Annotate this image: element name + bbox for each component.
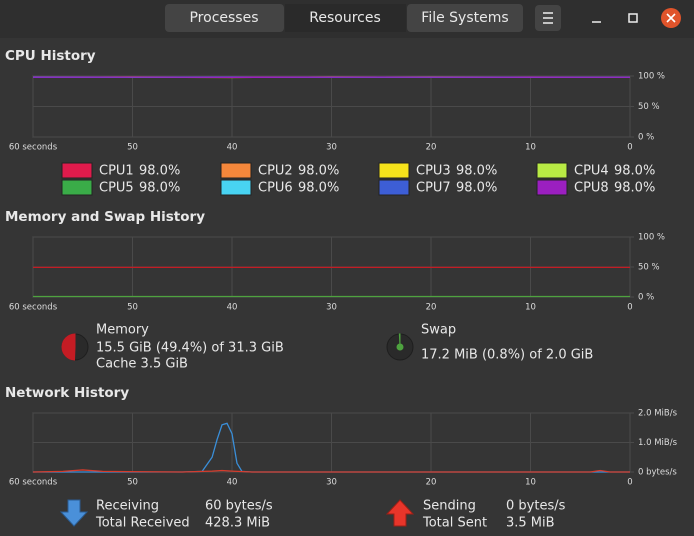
y-tick-label: 100 % bbox=[638, 72, 665, 82]
tab-label[interactable]: Processes bbox=[189, 10, 258, 26]
x-tick-label: 60 seconds bbox=[9, 303, 58, 313]
usage-name: Swap bbox=[421, 323, 456, 338]
legend-name: CPU3 bbox=[416, 164, 451, 179]
x-tick-label: 0 bbox=[627, 143, 632, 153]
legend-name: CPU1 bbox=[99, 164, 134, 179]
net-name: Receiving bbox=[96, 499, 159, 514]
legend-name: CPU6 bbox=[258, 181, 293, 196]
tab-button-active[interactable] bbox=[285, 4, 406, 32]
x-tick-label: 10 bbox=[525, 303, 536, 313]
close-icon bbox=[666, 13, 676, 23]
legend-name: CPU8 bbox=[574, 181, 609, 196]
x-tick-label: 30 bbox=[326, 303, 337, 313]
x-tick-label: 40 bbox=[227, 303, 238, 313]
legend-value: 98.0% bbox=[456, 164, 497, 179]
legend-swatch bbox=[220, 179, 252, 196]
net-rate: 0 bytes/s bbox=[506, 499, 566, 514]
x-tick-label: 40 bbox=[227, 143, 238, 153]
legend-name: CPU4 bbox=[574, 164, 609, 179]
x-tick-label: 40 bbox=[227, 478, 238, 488]
x-tick-label: 60 seconds bbox=[9, 478, 58, 488]
x-tick-label: 50 bbox=[127, 478, 138, 488]
net-total: 3.5 MiB bbox=[506, 516, 555, 531]
series-line bbox=[32, 469, 630, 473]
legend-swatch bbox=[220, 162, 252, 179]
legend-swatch bbox=[61, 179, 93, 196]
legend-value: 98.0% bbox=[298, 181, 339, 196]
x-tick-label: 50 bbox=[127, 143, 138, 153]
menu-icon bbox=[543, 12, 553, 24]
legend-swatch bbox=[378, 162, 410, 179]
x-tick-label: 20 bbox=[426, 143, 437, 153]
y-tick-label: 0 % bbox=[638, 293, 654, 303]
usage-name: Memory bbox=[96, 323, 149, 338]
x-tick-label: 10 bbox=[525, 478, 536, 488]
legend-swatch bbox=[536, 162, 568, 179]
usage-detail: 15.5 GiB (49.4%) of 31.3 GiB bbox=[96, 341, 284, 356]
section-title: CPU History bbox=[5, 48, 96, 64]
legend-value: 98.0% bbox=[139, 181, 180, 196]
x-tick-label: 20 bbox=[426, 478, 437, 488]
swap-indicator bbox=[396, 343, 404, 351]
x-tick-label: 30 bbox=[326, 478, 337, 488]
tab-button[interactable] bbox=[407, 4, 523, 32]
section-title: Network History bbox=[5, 385, 129, 401]
x-tick-label: 50 bbox=[127, 303, 138, 313]
y-tick-label: 0 bytes/s bbox=[638, 468, 677, 478]
usage-detail: Cache 3.5 GiB bbox=[96, 357, 188, 372]
legend-value: 98.0% bbox=[298, 164, 339, 179]
net-total: 428.3 MiB bbox=[205, 516, 270, 531]
y-tick-label: 50 % bbox=[638, 102, 660, 112]
y-tick-label: 50 % bbox=[638, 263, 660, 273]
tab-label[interactable]: File Systems bbox=[421, 10, 508, 26]
legend-swatch bbox=[61, 162, 93, 179]
y-tick-label: 1.0 MiB/s bbox=[638, 438, 678, 448]
tab-label[interactable]: Resources bbox=[309, 10, 381, 26]
legend-swatch bbox=[536, 179, 568, 196]
legend-name: CPU2 bbox=[258, 164, 293, 179]
legend-swatch bbox=[378, 179, 410, 196]
legend-value: 98.0% bbox=[614, 181, 655, 196]
usage-detail: 17.2 MiB (0.8%) of 2.0 GiB bbox=[421, 348, 593, 363]
y-tick-label: 0 % bbox=[638, 133, 654, 143]
memory-pie bbox=[61, 333, 76, 361]
legend-value: 98.0% bbox=[614, 164, 655, 179]
y-tick-label: 2.0 MiB/s bbox=[638, 409, 678, 419]
x-tick-label: 0 bbox=[627, 478, 632, 488]
x-tick-label: 60 seconds bbox=[9, 143, 58, 153]
legend-value: 98.0% bbox=[139, 164, 180, 179]
x-tick-label: 0 bbox=[627, 303, 632, 313]
maximize-button[interactable] bbox=[628, 13, 638, 23]
net-name: Sending bbox=[423, 499, 476, 514]
tab-button[interactable] bbox=[165, 4, 284, 32]
net-total-label: Total Sent bbox=[422, 516, 487, 531]
y-tick-label: 100 % bbox=[638, 233, 665, 243]
net-rate: 60 bytes/s bbox=[205, 499, 273, 514]
x-tick-label: 20 bbox=[426, 303, 437, 313]
receiving-icon bbox=[59, 499, 89, 527]
legend-name: CPU7 bbox=[416, 181, 451, 196]
x-tick-label: 10 bbox=[525, 143, 536, 153]
legend-value: 98.0% bbox=[456, 181, 497, 196]
legend-name: CPU5 bbox=[99, 181, 134, 196]
x-tick-label: 30 bbox=[326, 143, 337, 153]
net-total-label: Total Received bbox=[95, 516, 190, 531]
section-title: Memory and Swap History bbox=[5, 209, 205, 225]
sending-icon bbox=[385, 499, 415, 527]
